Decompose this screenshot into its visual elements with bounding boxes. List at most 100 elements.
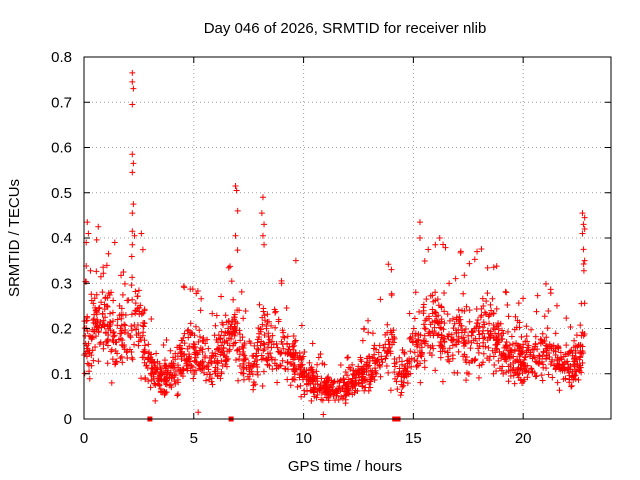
- data-point: [524, 362, 531, 369]
- data-point: [318, 389, 325, 396]
- data-point: [304, 373, 311, 380]
- data-point: [141, 337, 148, 344]
- data-point: [231, 311, 238, 318]
- data-point: [294, 383, 301, 390]
- data-point: [255, 346, 262, 353]
- data-point: [290, 375, 297, 382]
- data-point: [172, 350, 179, 357]
- data-point: [157, 389, 164, 396]
- data-point: [509, 366, 516, 373]
- data-point: [550, 362, 557, 369]
- data-point-outlier: [129, 169, 136, 176]
- data-point: [460, 340, 467, 347]
- data-point: [453, 314, 460, 321]
- data-point: [240, 315, 247, 322]
- data-point: [240, 376, 247, 383]
- data-point: [359, 376, 366, 383]
- data-point: [388, 292, 395, 299]
- data-point: [440, 326, 447, 333]
- data-point: [148, 351, 155, 358]
- data-point: [422, 326, 429, 333]
- data-point: [223, 363, 230, 370]
- data-point: [215, 360, 222, 367]
- data-point: [191, 349, 198, 356]
- data-point: [480, 350, 487, 357]
- data-point: [232, 329, 239, 336]
- data-point: [261, 312, 268, 319]
- data-point: [441, 290, 448, 297]
- data-point-outlier: [129, 78, 136, 85]
- data-point: [283, 304, 290, 311]
- data-point: [259, 383, 266, 390]
- data-point: [300, 368, 307, 375]
- data-point: [384, 349, 391, 356]
- data-point-outlier: [234, 207, 241, 214]
- data-point: [117, 335, 124, 342]
- data-point: [236, 363, 243, 370]
- data-point: [352, 374, 359, 381]
- data-point: [429, 310, 436, 317]
- data-point: [226, 330, 233, 337]
- data-point-outlier: [232, 232, 239, 239]
- data-point: [493, 368, 500, 375]
- data-point: [536, 352, 543, 359]
- data-point: [88, 336, 95, 343]
- data-point: [474, 340, 481, 347]
- data-point: [265, 333, 272, 340]
- data-point: [408, 355, 415, 362]
- data-point: [502, 288, 509, 295]
- data-point-outlier: [292, 257, 299, 264]
- data-point: [475, 349, 482, 356]
- data-point: [184, 365, 191, 372]
- data-point: [518, 333, 525, 340]
- data-point: [461, 336, 468, 343]
- data-point: [493, 341, 500, 348]
- data-point: [545, 371, 552, 378]
- data-point: [373, 370, 380, 377]
- data-point: [233, 356, 240, 363]
- data-point: [344, 354, 351, 361]
- data-point: [250, 360, 257, 367]
- data-point: [366, 381, 373, 388]
- data-point: [478, 361, 485, 368]
- data-point: [550, 342, 557, 349]
- data-point: [392, 363, 399, 370]
- data-point: [261, 341, 268, 348]
- data-point: [301, 349, 308, 356]
- data-point: [272, 324, 279, 331]
- data-point: [509, 341, 516, 348]
- data-point: [460, 290, 467, 297]
- data-point: [379, 359, 386, 366]
- data-point: [543, 355, 550, 362]
- data-point: [371, 360, 378, 367]
- data-point: [573, 368, 580, 375]
- data-point: [86, 350, 93, 357]
- data-point: [456, 313, 463, 320]
- data-point: [223, 357, 230, 364]
- data-point: [568, 347, 575, 354]
- data-point: [161, 388, 168, 395]
- data-point: [441, 320, 448, 327]
- data-point: [556, 387, 563, 394]
- data-point: [487, 301, 494, 308]
- data-point: [211, 358, 218, 365]
- data-point: [555, 343, 562, 350]
- data-point: [205, 359, 212, 366]
- data-point: [544, 325, 551, 332]
- data-point-outlier: [130, 201, 137, 208]
- data-point: [254, 339, 261, 346]
- data-point: [522, 353, 529, 360]
- data-point: [429, 319, 436, 326]
- data-point: [254, 357, 261, 364]
- data-point: [431, 317, 438, 324]
- data-point: [150, 359, 157, 366]
- data-point: [222, 312, 229, 319]
- data-point: [178, 337, 185, 344]
- y-axis-label: SRMTID / TECUs: [6, 179, 23, 297]
- data-point: [455, 348, 462, 355]
- data-point: [432, 367, 439, 374]
- data-point: [362, 384, 369, 391]
- chart-title: Day 046 of 2026, SRMTID for receiver nli…: [204, 20, 487, 37]
- data-point: [567, 348, 574, 355]
- data-point: [532, 341, 539, 348]
